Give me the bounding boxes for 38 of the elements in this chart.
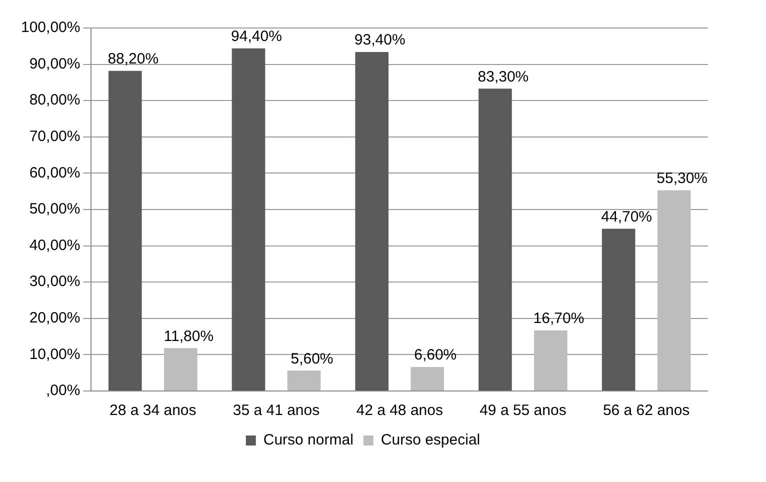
y-tick-label: 50,00%: [29, 200, 80, 218]
y-tick-label: 10,00%: [29, 346, 80, 363]
bar: [287, 370, 321, 390]
y-tick-label: 60,00%: [29, 164, 80, 182]
bar: [232, 48, 266, 390]
data-label: 55,30%: [656, 170, 708, 187]
data-label: 94,40%: [231, 28, 282, 45]
data-label: 11,80%: [164, 328, 214, 345]
data-label: 83,30%: [478, 68, 529, 86]
bar: [657, 190, 691, 390]
bar: [602, 228, 636, 390]
y-tick-label: ,00%: [46, 382, 80, 400]
data-label: 6,60%: [414, 346, 457, 364]
bar: [164, 348, 198, 390]
data-label: 93,40%: [354, 32, 406, 49]
x-tick-label: 42 a 48 anos: [356, 402, 443, 420]
bar: [108, 70, 142, 390]
bar: [410, 367, 444, 390]
data-label: 5,60%: [290, 350, 334, 368]
data-label: 16,70%: [533, 310, 584, 328]
x-tick-label: 49 a 55 anos: [480, 402, 566, 420]
x-tick-label: 35 a 41 anos: [232, 402, 320, 420]
bar: [478, 88, 512, 390]
y-tick-label: 100,00%: [21, 19, 80, 36]
data-label: 88,20%: [108, 50, 159, 68]
bar: [355, 52, 389, 390]
y-tick-label: 80,00%: [29, 92, 80, 109]
y-tick-label: 90,00%: [29, 55, 80, 72]
x-tick-label: 56 a 62 anos: [602, 402, 690, 420]
y-tick-label: 30,00%: [29, 273, 80, 290]
legend-label: Curso normal: [263, 432, 354, 449]
bar: [534, 330, 568, 390]
y-tick-label: 20,00%: [29, 310, 80, 327]
x-tick-label: 28 a 34 anos: [110, 402, 196, 420]
legend-label: Curso especial: [380, 432, 480, 449]
data-label: 44,70%: [601, 208, 652, 226]
y-tick-label: 70,00%: [29, 128, 80, 146]
y-tick-label: 40,00%: [29, 236, 80, 254]
